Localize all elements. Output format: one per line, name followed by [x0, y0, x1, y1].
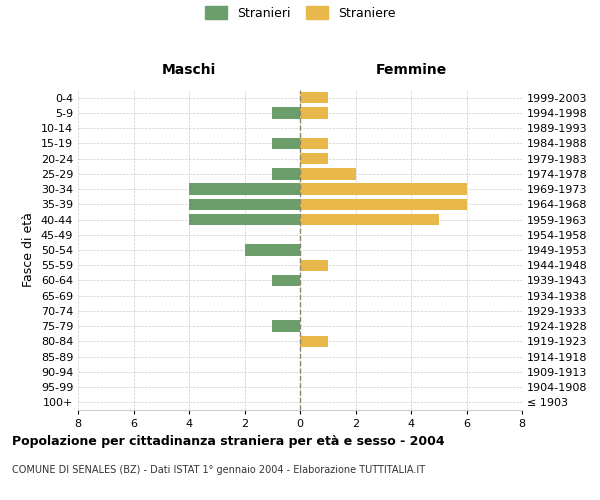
- Bar: [300, 138, 328, 149]
- Bar: [300, 168, 356, 179]
- Bar: [300, 92, 328, 104]
- Legend: Stranieri, Straniere: Stranieri, Straniere: [205, 6, 395, 20]
- Bar: [300, 214, 439, 225]
- Bar: [300, 153, 328, 164]
- Bar: [189, 214, 300, 225]
- Bar: [245, 244, 300, 256]
- Bar: [189, 184, 300, 195]
- Y-axis label: Anni di nascita: Anni di nascita: [596, 204, 600, 296]
- Text: Femmine: Femmine: [376, 64, 446, 78]
- Text: Popolazione per cittadinanza straniera per età e sesso - 2004: Popolazione per cittadinanza straniera p…: [12, 435, 445, 448]
- Bar: [300, 260, 328, 271]
- Bar: [300, 198, 467, 210]
- Bar: [272, 275, 300, 286]
- Bar: [189, 198, 300, 210]
- Bar: [272, 138, 300, 149]
- Bar: [300, 184, 467, 195]
- Y-axis label: Fasce di età: Fasce di età: [22, 212, 35, 288]
- Bar: [272, 320, 300, 332]
- Bar: [272, 107, 300, 118]
- Text: COMUNE DI SENALES (BZ) - Dati ISTAT 1° gennaio 2004 - Elaborazione TUTTITALIA.IT: COMUNE DI SENALES (BZ) - Dati ISTAT 1° g…: [12, 465, 425, 475]
- Bar: [300, 336, 328, 347]
- Text: Maschi: Maschi: [162, 64, 216, 78]
- Bar: [272, 168, 300, 179]
- Bar: [300, 107, 328, 118]
